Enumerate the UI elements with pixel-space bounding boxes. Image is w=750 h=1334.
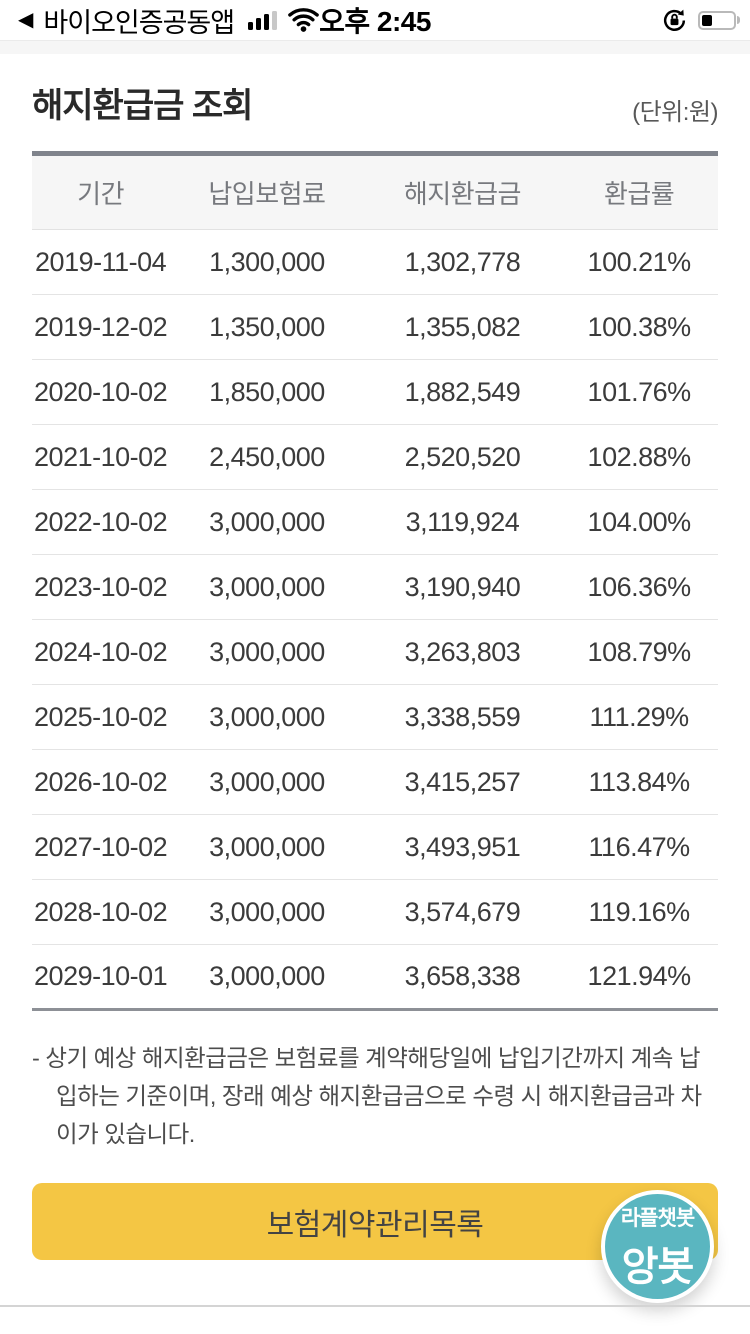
table-row: 2019-11-04 1,300,000 1,302,778 100.21% — [32, 229, 718, 295]
cell-refund-rate: 108.79% — [560, 619, 718, 685]
cell-surrender-value: 3,338,559 — [364, 684, 561, 750]
back-to-app-button[interactable]: ◀ 바이오인증공동앱 — [18, 0, 320, 40]
table-row: 2024-10-02 3,000,000 3,263,803 108.79% — [32, 619, 718, 685]
wifi-icon — [287, 8, 320, 32]
surrender-value-table: 기간 납입보험료 해지환급금 환급률 2019-11-04 1,300,000 … — [32, 151, 718, 1011]
cell-refund-rate: 100.21% — [560, 229, 718, 295]
cell-surrender-value: 3,263,803 — [364, 619, 561, 685]
header-paid-premium: 납입보험료 — [169, 153, 365, 230]
cell-surrender-value: 1,355,082 — [364, 294, 561, 360]
status-bar-time: 오후 2:45 — [319, 6, 431, 37]
table-row: 2022-10-02 3,000,000 3,119,924 104.00% — [32, 489, 718, 555]
cell-surrender-value: 3,574,679 — [364, 879, 561, 945]
table-header: 기간 납입보험료 해지환급금 환급률 — [32, 153, 718, 230]
back-icon: ◀ — [18, 9, 34, 31]
cell-surrender-value: 2,520,520 — [364, 424, 561, 490]
cell-refund-rate: 106.36% — [560, 554, 718, 620]
cell-paid-premium: 3,000,000 — [169, 749, 365, 815]
cell-period: 2024-10-02 — [32, 619, 170, 685]
cell-paid-premium: 3,000,000 — [169, 619, 365, 685]
cell-period: 2029-10-01 — [34, 961, 168, 991]
cell-paid-premium: 3,000,000 — [169, 684, 365, 750]
cell-surrender-value: 1,882,549 — [364, 359, 561, 425]
cell-refund-rate: 101.76% — [560, 359, 718, 425]
table-row: 2020-10-02 1,850,000 1,882,549 101.76% — [32, 359, 718, 425]
header-period: 기간 — [32, 153, 170, 230]
chatbot-label: 라플챗봇 — [620, 1206, 695, 1230]
cell-paid-premium: 1,300,000 — [169, 229, 365, 295]
cell-period: 2023-10-02 — [32, 554, 170, 620]
cell-period: 2028-10-02 — [32, 879, 170, 945]
cell-paid-premium: 1,850,000 — [169, 359, 365, 425]
cell-refund-rate: 104.00% — [560, 489, 718, 555]
contract-management-list-button[interactable]: 보험계약관리목록 — [32, 1183, 718, 1260]
cell-paid-premium: 3,000,000 — [209, 961, 325, 991]
table-row: 2019-12-02 1,350,000 1,355,082 100.38% — [32, 294, 718, 360]
cell-period: 2026-10-02 — [32, 749, 170, 815]
cell-period: 2019-11-04 — [32, 229, 170, 295]
cell-refund-rate: 102.88% — [560, 424, 718, 490]
unit-label: (단위:원) — [632, 99, 718, 126]
cell-surrender-value: 3,658,338 — [404, 961, 521, 991]
table-body: 2019-11-04 1,300,000 1,302,778 100.21% 2… — [32, 229, 718, 1010]
cell-paid-premium: 3,000,000 — [169, 489, 365, 555]
footnote: - 상기 예상 해지환급금은 보험료를 계약해당일에 납입기간까지 계속 납입하… — [32, 1045, 702, 1147]
cell-refund-rate: 113.84% — [560, 749, 718, 815]
chatbot-name: 앙봇 — [621, 1244, 695, 1289]
cellular-signal-icon — [248, 10, 278, 30]
cell-refund-rate: 111.29% — [560, 684, 718, 750]
status-bar-right-icons — [661, 0, 740, 40]
cell-period: 2027-10-02 — [32, 814, 170, 880]
battery-icon — [698, 10, 740, 30]
table-row: 2027-10-02 3,000,000 3,493,951 116.47% — [32, 814, 718, 880]
cell-paid-premium: 3,000,000 — [169, 554, 365, 620]
cell-surrender-value: 3,493,951 — [364, 814, 561, 880]
cell-refund-rate: 119.16% — [560, 879, 718, 945]
table-row: 2026-10-02 3,000,000 3,415,257 113.84% — [32, 749, 718, 815]
cell-period: 2022-10-02 — [32, 489, 170, 555]
back-app-name: 바이오인증공동앱 — [43, 7, 235, 38]
cell-paid-premium: 2,450,000 — [169, 424, 365, 490]
cell-paid-premium: 3,000,000 — [169, 879, 365, 945]
rotation-lock-icon — [661, 7, 688, 34]
header-surrender-value: 해지환급금 — [364, 153, 561, 230]
cell-period: 2020-10-02 — [32, 359, 170, 425]
cell-surrender-value: 3,190,940 — [364, 554, 561, 620]
cell-refund-rate: 116.47% — [560, 814, 718, 880]
cell-period: 2021-10-02 — [32, 424, 170, 490]
status-bar: ◀ 바이오인증공동앱 오후 2:45 — [0, 0, 750, 40]
table-row: 2023-10-02 3,000,000 3,190,940 106.36% — [32, 554, 718, 620]
header-refund-rate: 환급률 — [560, 153, 718, 230]
cell-period: 2019-12-02 — [32, 294, 170, 360]
page-title: 해지환급금 조회 — [32, 87, 253, 125]
cell-refund-rate: 100.38% — [560, 294, 718, 360]
table-row: 2025-10-02 3,000,000 3,338,559 111.29% — [32, 684, 718, 750]
title-row: 해지환급금 조회 (단위:원) — [32, 78, 718, 127]
cell-period: 2025-10-02 — [32, 684, 170, 750]
table-row: 2029-10-01 3,000,000 3,658,338 121.94% — [32, 945, 718, 1010]
table-row: 2028-10-02 3,000,000 3,574,679 119.16% — [32, 879, 718, 945]
main-content: 해지환급금 조회 (단위:원) 기간 납입보험료 해지환급금 환급률 2019-… — [0, 78, 750, 1260]
cell-surrender-value: 3,119,924 — [364, 489, 561, 555]
cell-surrender-value: 1,302,778 — [364, 229, 561, 295]
cell-paid-premium: 1,350,000 — [169, 294, 365, 360]
cell-paid-premium: 3,000,000 — [169, 814, 365, 880]
bottom-divider — [0, 1305, 750, 1307]
subheader-strip — [0, 40, 750, 54]
table-row: 2021-10-02 2,450,000 2,520,520 102.88% — [32, 424, 718, 490]
cell-surrender-value: 3,415,257 — [364, 749, 561, 815]
chatbot-button[interactable]: 라플챗봇 앙봇 — [601, 1190, 714, 1303]
cell-refund-rate: 121.94% — [587, 961, 692, 991]
